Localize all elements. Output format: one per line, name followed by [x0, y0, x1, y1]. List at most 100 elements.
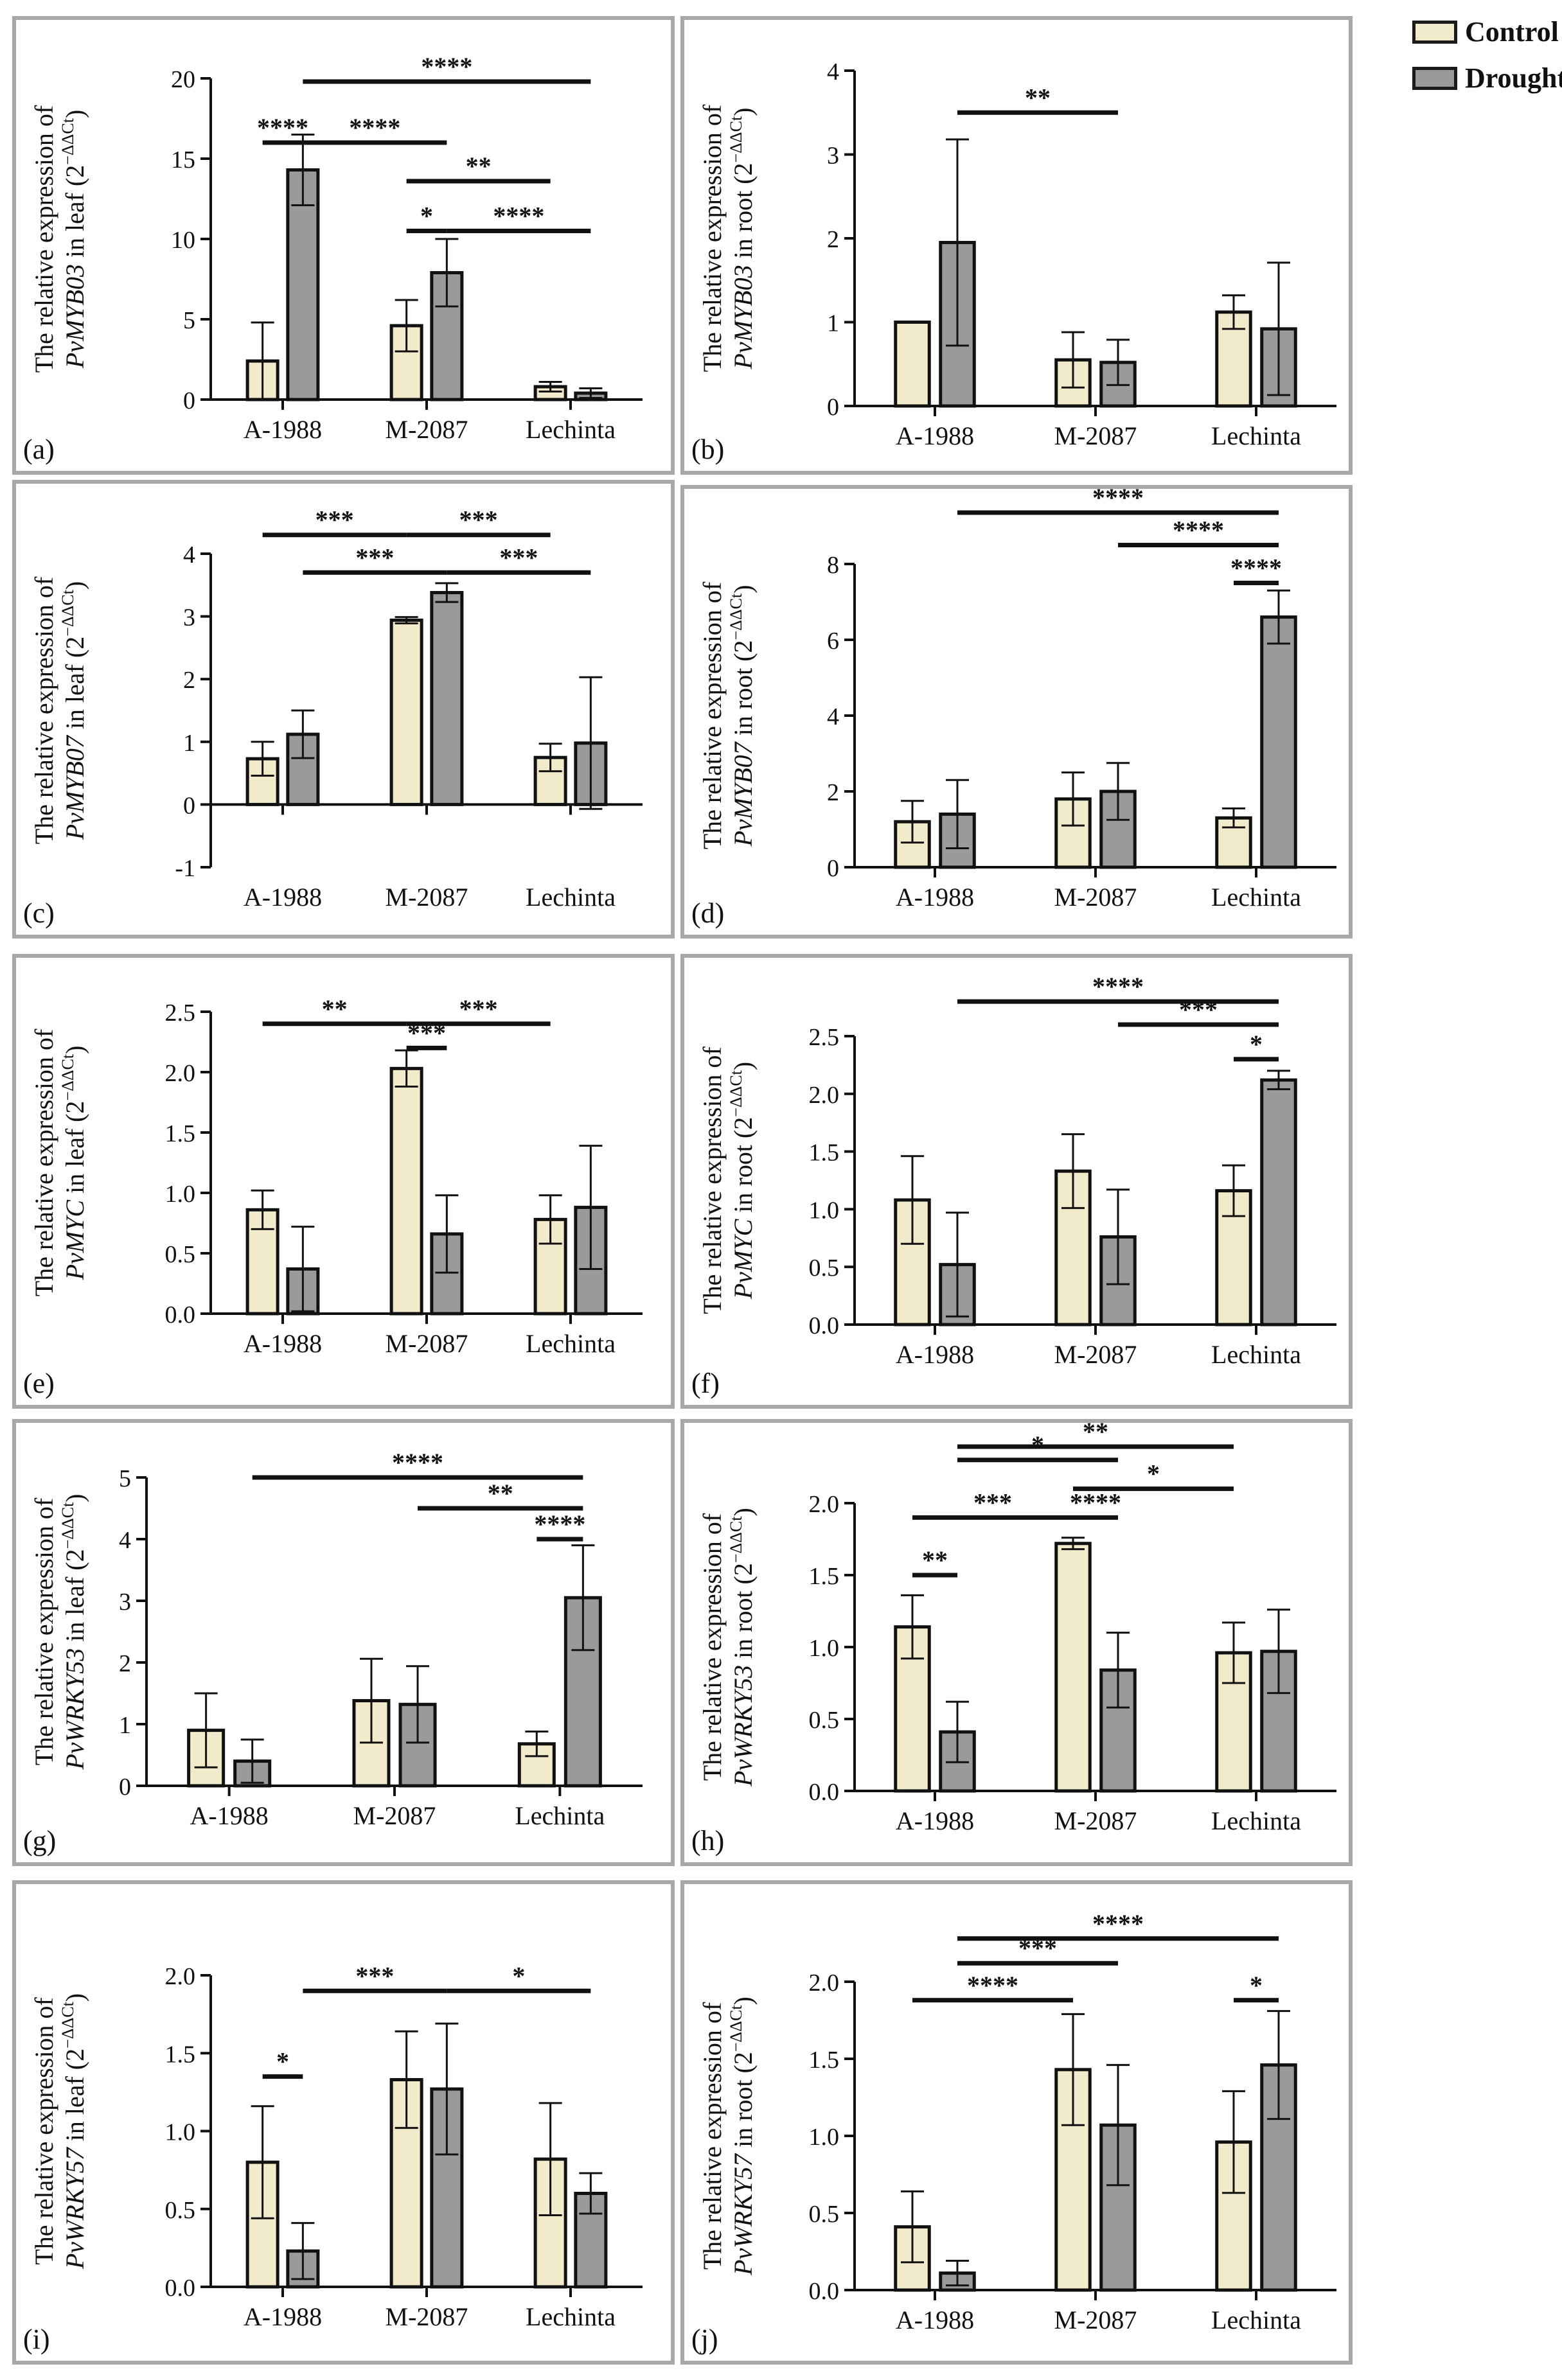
y-tick-label: 4	[827, 58, 839, 85]
x-tick-label: Lechinta	[1211, 421, 1301, 450]
y-axis-label-line2: PvMYB03 in root (2−ΔΔCt)	[727, 107, 758, 369]
paren-close: )	[729, 1508, 758, 1516]
y-axis-label-line1: The relative expression of	[30, 105, 58, 373]
y-tick-label: 0.5	[165, 2197, 196, 2224]
y-tick-label: 0.5	[809, 1255, 840, 1282]
paren-close: )	[729, 107, 758, 116]
bar-drought	[430, 591, 464, 806]
bar-control	[1054, 1542, 1092, 1793]
x-tick-label: M-2087	[1054, 1806, 1137, 1835]
y-axis-label-line2: PvWRKY57 in leaf (2−ΔΔCt)	[58, 1993, 89, 2270]
y-tick-label: 1.5	[165, 2041, 196, 2068]
paren-close: )	[60, 1494, 89, 1502]
panel-letter: (i)	[23, 2323, 50, 2355]
legend-item-control: Control	[1407, 12, 1559, 50]
y-tick-label: 1.5	[165, 1120, 196, 1147]
y-tick-label: 2.0	[809, 1082, 840, 1109]
y-axis-label-line2: PvMYC in leaf (2−ΔΔCt)	[58, 1046, 89, 1281]
y-tick-label: 1.0	[165, 1181, 196, 1208]
significance-label: *	[1031, 1431, 1044, 1459]
y-axis-label-line2: PvMYB07 in leaf (2−ΔΔCt)	[58, 581, 89, 841]
y-tick-label: 4	[183, 542, 195, 569]
y-tick-label: 2.0	[165, 1060, 196, 1087]
significance-label: ****	[534, 1510, 585, 1538]
y-axis-label-line1: The relative expression of	[30, 1997, 58, 2265]
y-tick-label: 2	[827, 226, 839, 253]
significance-label: ****	[421, 52, 472, 81]
gene-name: PvWRKY57	[60, 2141, 89, 2270]
y-tick-label: 2.5	[165, 1000, 196, 1027]
gene-name: PvMYB03	[729, 258, 758, 369]
y-axis-label: The relative expression of PvMYB07 in lea…	[30, 576, 89, 844]
significance-label: *	[276, 2047, 289, 2076]
significance-label: *	[512, 1961, 525, 1990]
significance-label: *	[1250, 1030, 1263, 1059]
tissue-label: in leaf (2	[60, 1101, 89, 1194]
tissue-label: in root (2	[729, 1563, 758, 1659]
gene-name: PvWRKY53	[729, 1659, 758, 1787]
x-tick-label: Lechinta	[526, 1329, 616, 1358]
legend-swatch-control	[1412, 21, 1457, 44]
panel-letter: (g)	[23, 1825, 56, 1856]
y-axis-label: The relative expression of PvWRKY57 in le…	[30, 1993, 89, 2270]
y-tick-label: 0	[827, 394, 839, 421]
y-tick-label: -1	[175, 855, 195, 882]
gene-name: PvMYB07	[60, 729, 89, 840]
gene-name: PvMYB03	[60, 258, 89, 369]
significance-label: ****	[1092, 1909, 1144, 1938]
panel-frame	[12, 954, 675, 1409]
tissue-label: in leaf (2	[60, 1549, 89, 1641]
exponent: −ΔΔCt	[727, 1070, 745, 1116]
x-tick-label: Lechinta	[526, 415, 616, 444]
panel-frame	[680, 954, 1353, 1409]
x-tick-label: M-2087	[1054, 883, 1137, 912]
paren-close: )	[60, 110, 89, 118]
significance-label: **	[488, 1479, 513, 1508]
chart-panel-h: 0.00.51.01.52.0A-1988 M-2087 Lechinta*****…	[680, 1417, 1353, 1866]
x-tick-label: M-2087	[1054, 421, 1137, 450]
significance-label: ****	[392, 1448, 443, 1477]
y-axis-label-line1: The relative expression of	[30, 1497, 58, 1765]
tissue-label: in root (2	[729, 640, 758, 736]
y-axis-label: The relative expression of PvMYB03 in roo…	[698, 104, 758, 372]
y-tick-label: 3	[119, 1589, 131, 1616]
y-tick-label: 4	[119, 1527, 131, 1554]
gene-name: PvWRKY53	[60, 1642, 89, 1770]
y-tick-label: 1	[183, 730, 195, 757]
exponent: −ΔΔCt	[58, 1502, 77, 1549]
y-tick-label: 1	[119, 1712, 131, 1739]
paren-close: )	[60, 1046, 89, 1054]
y-tick-label: 20	[171, 66, 195, 93]
y-tick-label: 0.0	[809, 1779, 840, 1806]
x-tick-label: Lechinta	[1211, 2305, 1301, 2334]
panel-frame	[680, 16, 1353, 475]
bar-control	[894, 321, 931, 408]
significance-label: ***	[459, 994, 498, 1023]
significance-label: ***	[355, 1961, 394, 1990]
x-tick-label: Lechinta	[526, 2302, 616, 2331]
y-tick-label: 0	[183, 792, 195, 819]
exponent: −ΔΔCt	[727, 116, 745, 163]
significance-label: ***	[407, 1018, 446, 1047]
bar-control	[389, 1066, 423, 1316]
x-tick-label: M-2087	[1054, 2305, 1137, 2334]
paren-close: )	[60, 581, 89, 590]
gene-name: PvMYC	[729, 1213, 758, 1300]
chart-panel-j: 0.00.51.01.52.0A-1988 M-2087 Lechinta*****…	[680, 1880, 1353, 2365]
y-tick-label: 2	[827, 779, 839, 806]
significance-label: **	[322, 994, 348, 1023]
x-tick-label: A-1988	[190, 1801, 269, 1830]
y-tick-label: 0.0	[165, 2275, 196, 2302]
x-tick-label: A-1988	[896, 883, 974, 912]
y-tick-label: 0.0	[809, 2278, 840, 2305]
legend-label-control: Control	[1465, 16, 1559, 48]
legend: Control Drought	[1407, 12, 1562, 108]
x-tick-label: Lechinta	[526, 883, 616, 912]
exponent: −ΔΔCt	[727, 593, 745, 640]
x-tick-label: M-2087	[386, 415, 468, 444]
y-tick-label: 0	[119, 1774, 131, 1801]
bar-control	[245, 1208, 280, 1316]
exponent: −ΔΔCt	[58, 589, 77, 636]
